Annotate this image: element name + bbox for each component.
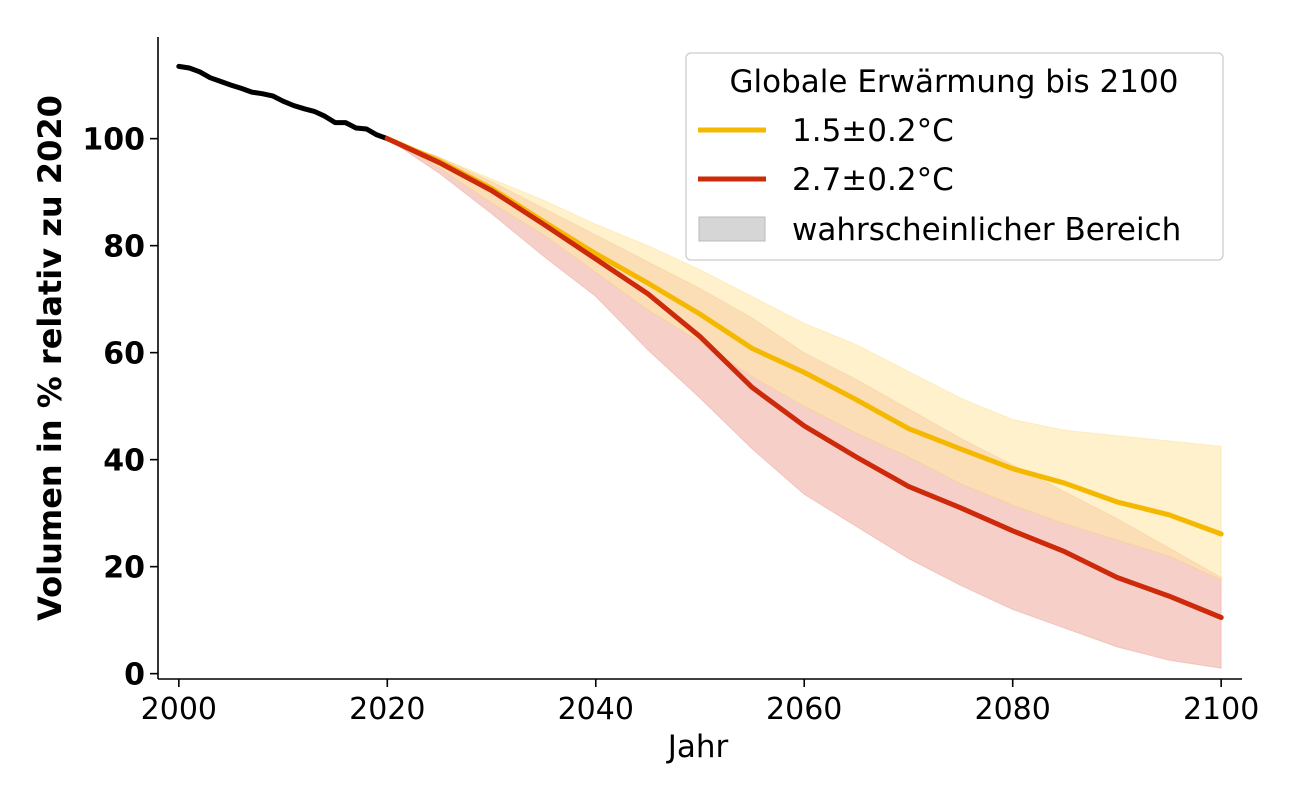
legend-label-1-5: 1.5±0.2°C [792,113,954,149]
x-tick-label: 2040 [558,692,634,727]
x-axis-label: Jahr [666,729,729,765]
legend-swatch-band [698,216,766,242]
series-lines [176,63,1224,620]
x-tick-label: 2080 [975,692,1051,727]
legend-frame [685,52,1224,261]
y-axis-label: Volumen in % relativ zu 2020 [31,95,69,621]
y-tick-label: 40 [103,444,145,479]
y-tick-label: 100 [82,123,145,158]
y-tick-label: 0 [124,658,145,693]
y-tick-label: 20 [103,551,145,586]
legend: Globale Erwärmung bis 2100 1.5±0.2°C 2.7… [685,52,1224,261]
legend-title: Globale Erwärmung bis 2100 [730,64,1179,100]
y-axis-ticks: 0 20 40 60 80 100 [82,123,158,693]
x-tick-label: 2020 [349,692,425,727]
x-tick-label: 2100 [1183,692,1259,727]
historical-line [176,63,390,142]
x-tick-label: 2000 [141,692,217,727]
legend-label-2-7: 2.7±0.2°C [792,162,954,198]
y-tick-label: 80 [103,230,145,265]
legend-label-band: wahrscheinlicher Bereich [792,212,1181,248]
series-line-2-7 [384,136,1224,620]
x-axis-ticks: 2000 2020 2040 2060 2080 2100 [141,679,1259,727]
x-tick-label: 2060 [766,692,842,727]
y-tick-label: 60 [103,337,145,372]
